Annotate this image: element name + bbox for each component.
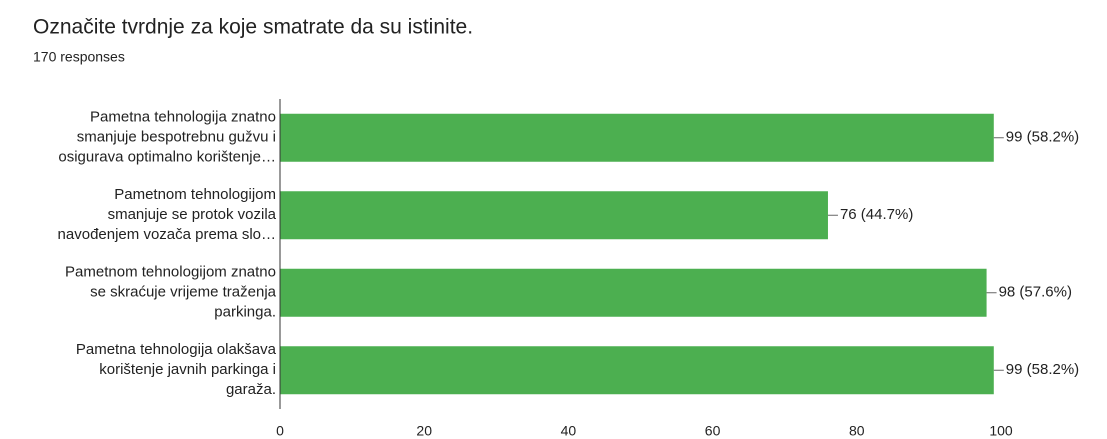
value-label: 98 (57.6%) <box>999 284 1072 301</box>
y-tick-label: smanjuje se protok vozila <box>108 206 277 223</box>
x-tick-label: 100 <box>989 423 1013 439</box>
chart-title: Označite tvrdnje za koje smatrate da su … <box>33 16 473 39</box>
y-tick-label: Pametna tehnologija olakšava <box>76 341 277 358</box>
value-label: 99 (58.2%) <box>1006 361 1079 378</box>
x-tick-label: 40 <box>561 423 577 439</box>
y-tick-label: navođenjem vozača prema slo… <box>58 226 276 243</box>
y-tick-label: Pametnom tehnologijom <box>114 186 276 203</box>
bar <box>280 191 828 240</box>
y-tick-label: se skraćuje vrijeme traženja <box>90 284 277 301</box>
bar <box>280 113 994 162</box>
y-tick-label: osigurava optimalno korištenje… <box>58 149 276 166</box>
y-tick-label: garaža. <box>226 381 276 398</box>
x-tick-label: 20 <box>416 423 432 439</box>
value-label: 99 (58.2%) <box>1006 129 1079 146</box>
x-tick-label: 80 <box>849 423 865 439</box>
y-tick-label: Pametnom tehnologijom znatno <box>65 264 276 281</box>
chart-subtitle: 170 responses <box>33 49 125 65</box>
y-tick-label: Pametna tehnologija znatno <box>90 109 276 126</box>
y-tick-label: korištenje javnih parkinga i <box>99 361 276 378</box>
value-label: 76 (44.7%) <box>840 206 913 223</box>
bar <box>280 346 994 395</box>
x-tick-label: 60 <box>705 423 721 439</box>
x-tick-label: 0 <box>276 423 284 439</box>
y-tick-label: smanjuje bespotrebnu gužvu i <box>77 129 276 146</box>
y-tick-label: parkinga. <box>214 304 276 321</box>
bar <box>280 268 987 317</box>
